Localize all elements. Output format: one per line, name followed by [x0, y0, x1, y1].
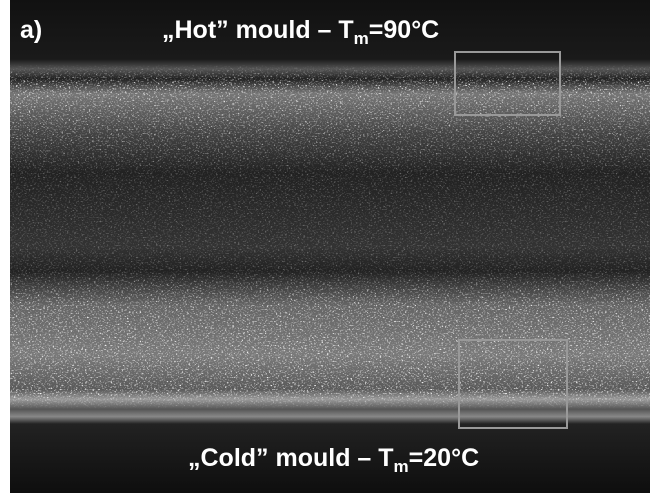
label-text: „Cold” mould – T: [188, 444, 394, 472]
spherulite-texture: [10, 0, 650, 493]
panel-label: a): [20, 16, 42, 44]
label-subscript: m: [354, 29, 369, 48]
micrograph-figure: a) „Hot” mould – Tm=90°C „Cold” mould – …: [0, 0, 657, 493]
label-text: =90°C: [369, 16, 439, 44]
top-label: „Hot” mould – Tm=90°C: [162, 16, 439, 48]
bottom-label: „Cold” mould – Tm=20°C: [188, 444, 479, 476]
label-text: „Hot” mould – T: [162, 16, 354, 44]
label-text: =20°C: [409, 444, 479, 472]
label-subscript: m: [394, 457, 409, 476]
